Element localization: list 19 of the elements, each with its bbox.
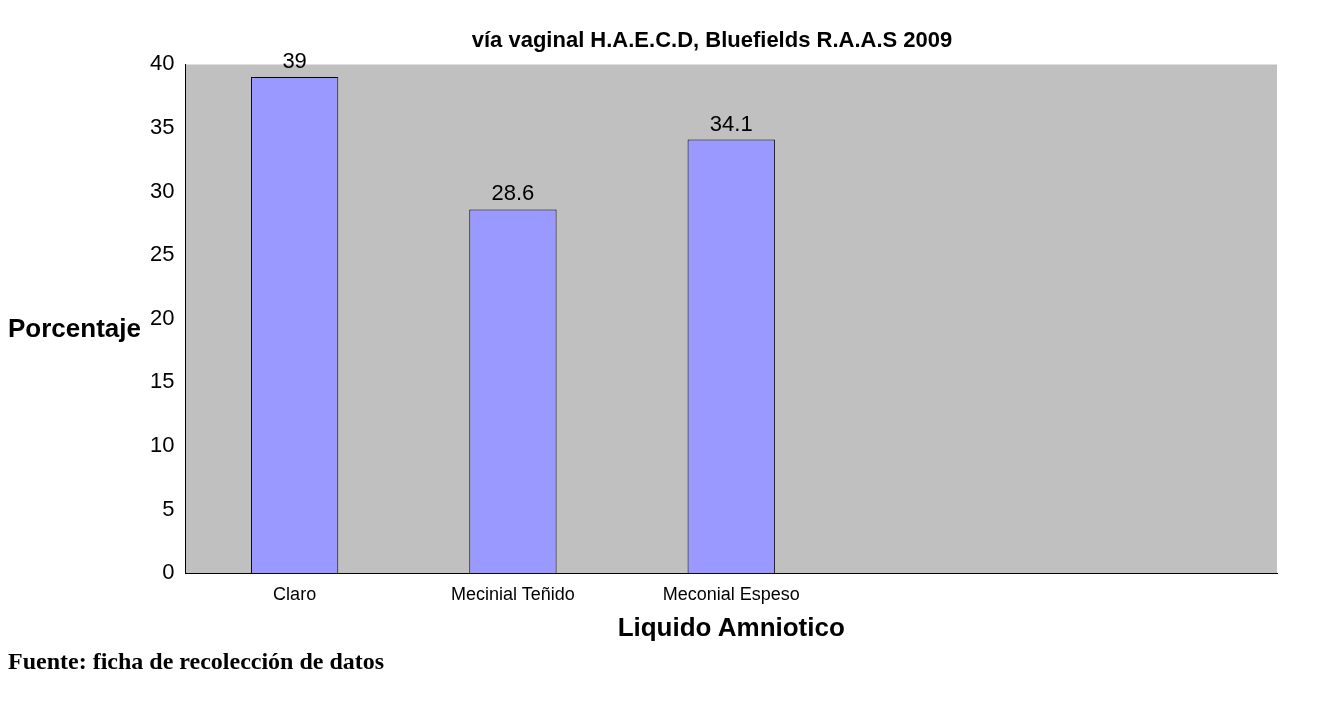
data-label: 28.6 — [491, 180, 535, 206]
x-tick-label: Mecinial Teñido — [451, 583, 575, 604]
y-tick-label: 35 — [149, 114, 175, 140]
y-tick-label: 0 — [162, 559, 175, 585]
data-label: 34.1 — [709, 110, 753, 136]
y-tick-label: 15 — [149, 368, 175, 394]
x-tick-label: Claro — [273, 583, 317, 604]
y-tick-label: 30 — [149, 177, 175, 203]
y-tick-label: 10 — [149, 432, 175, 458]
x-tick-label: Meconial Espeso — [662, 583, 800, 604]
y-tick-label: 25 — [149, 241, 175, 267]
y-axis-title: Porcentaje — [8, 312, 142, 344]
x-axis-title: Liquido Amniotico — [617, 611, 845, 642]
y-tick-label: 20 — [149, 304, 175, 330]
y-tick-label: 40 — [149, 50, 175, 76]
data-label: 39 — [282, 48, 307, 74]
source-note: Fuente: ficha de recolección de datos — [8, 648, 386, 675]
y-tick-label: 5 — [162, 495, 175, 521]
chart-title: vía vaginal H.A.E.C.D, Bluefields R.A.A.S 2009 — [471, 27, 953, 53]
